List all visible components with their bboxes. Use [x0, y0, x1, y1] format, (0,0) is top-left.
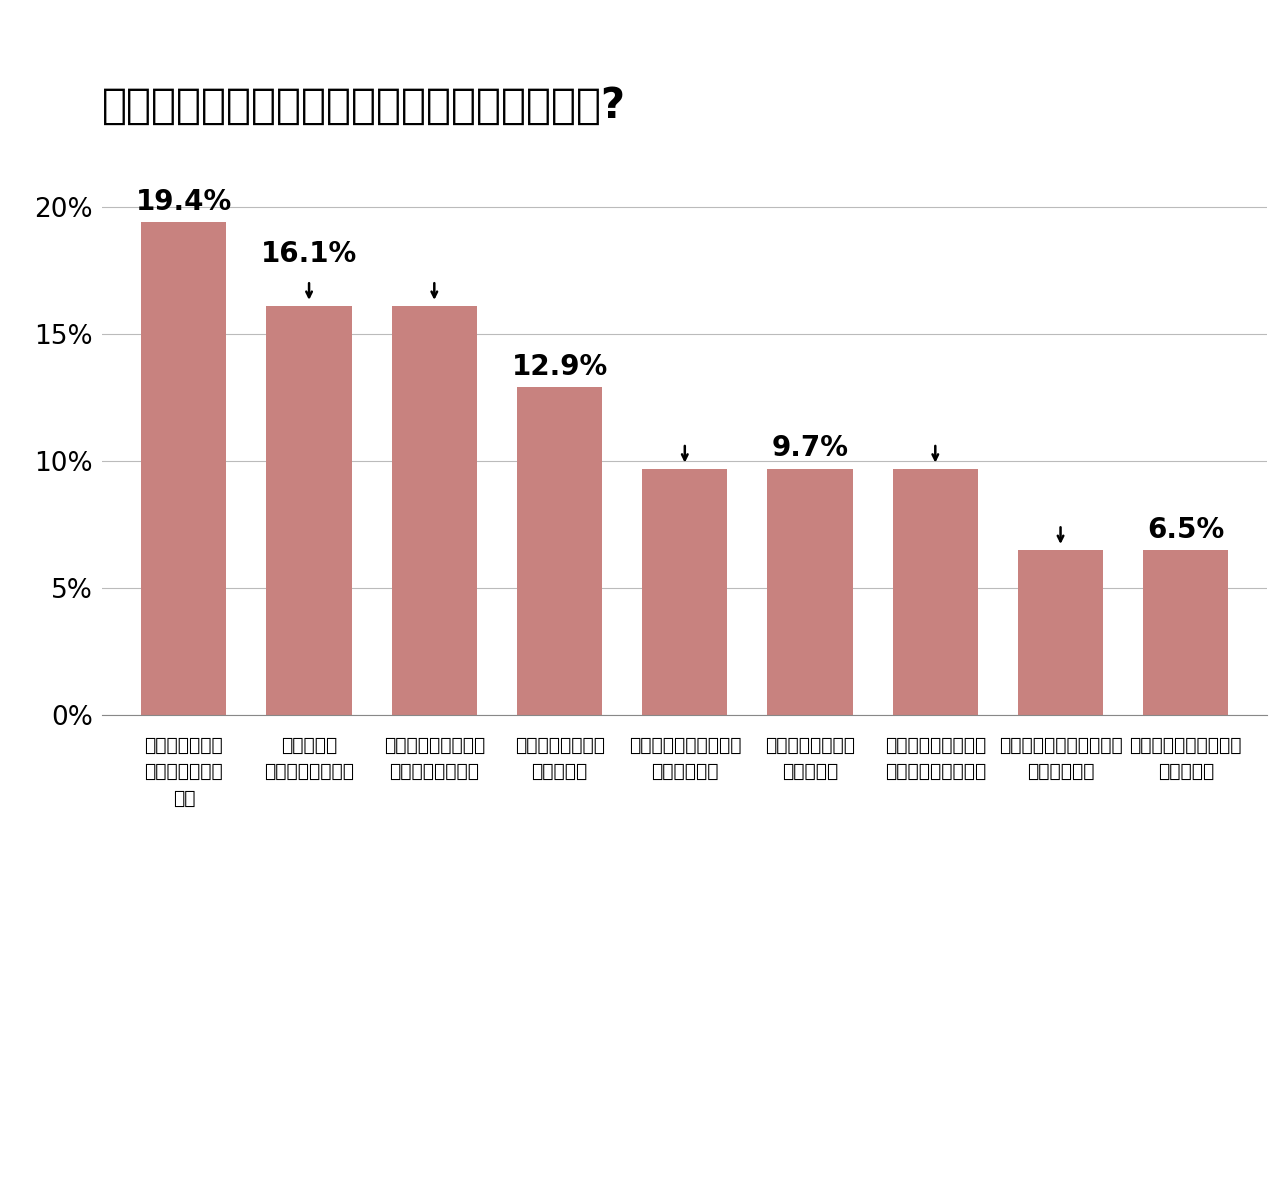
Text: 9.7%: 9.7%	[772, 434, 849, 462]
Text: 引越しが遅れた・
遅れかけた: 引越しが遅れた・ 遅れかけた	[765, 735, 855, 781]
Bar	[141, 222, 227, 715]
Text: 6.5%: 6.5%	[1147, 516, 1225, 544]
Text: 19.4%: 19.4%	[136, 187, 232, 216]
Text: 退去日と入居日の
タイムラグ: 退去日と入居日の タイムラグ	[515, 735, 604, 781]
Bar	[517, 387, 602, 715]
Bar	[1018, 550, 1103, 715]
Bar	[643, 468, 727, 715]
Text: 12.9%: 12.9%	[512, 353, 608, 380]
Bar	[768, 468, 852, 715]
Text: 引越し日に縛られず
荷物を移動するため: 引越し日に縛られず 荷物を移動するため	[884, 735, 986, 781]
Bar	[1143, 550, 1229, 715]
Text: 引越し先の
収納スペース減少: 引越し先の 収納スペース減少	[264, 735, 355, 781]
Text: 不用品整理・処分・
譲渡前の一時保管: 不用品整理・処分・ 譲渡前の一時保管	[384, 735, 485, 781]
Text: 引越しの際トランクルームを検討した動機は?: 引越しの際トランクルームを検討した動機は?	[102, 85, 626, 128]
Text: 一時転勤・海外赴任等の
間の荷物保管: 一時転勤・海外赴任等の 間の荷物保管	[998, 735, 1123, 781]
Bar	[392, 306, 477, 715]
Text: 16.1%: 16.1%	[261, 240, 357, 268]
Bar	[266, 306, 352, 715]
Bar	[892, 468, 978, 715]
Text: 自分自身で移動したい
荷物の保管: 自分自身で移動したい 荷物の保管	[1129, 735, 1242, 781]
Text: 引越し作業の一時的な
保管スペース: 引越し作業の一時的な 保管スペース	[628, 735, 741, 781]
Text: 引越し先に搬入
できないものの
保管: 引越し先に搬入 できないものの 保管	[145, 735, 223, 807]
